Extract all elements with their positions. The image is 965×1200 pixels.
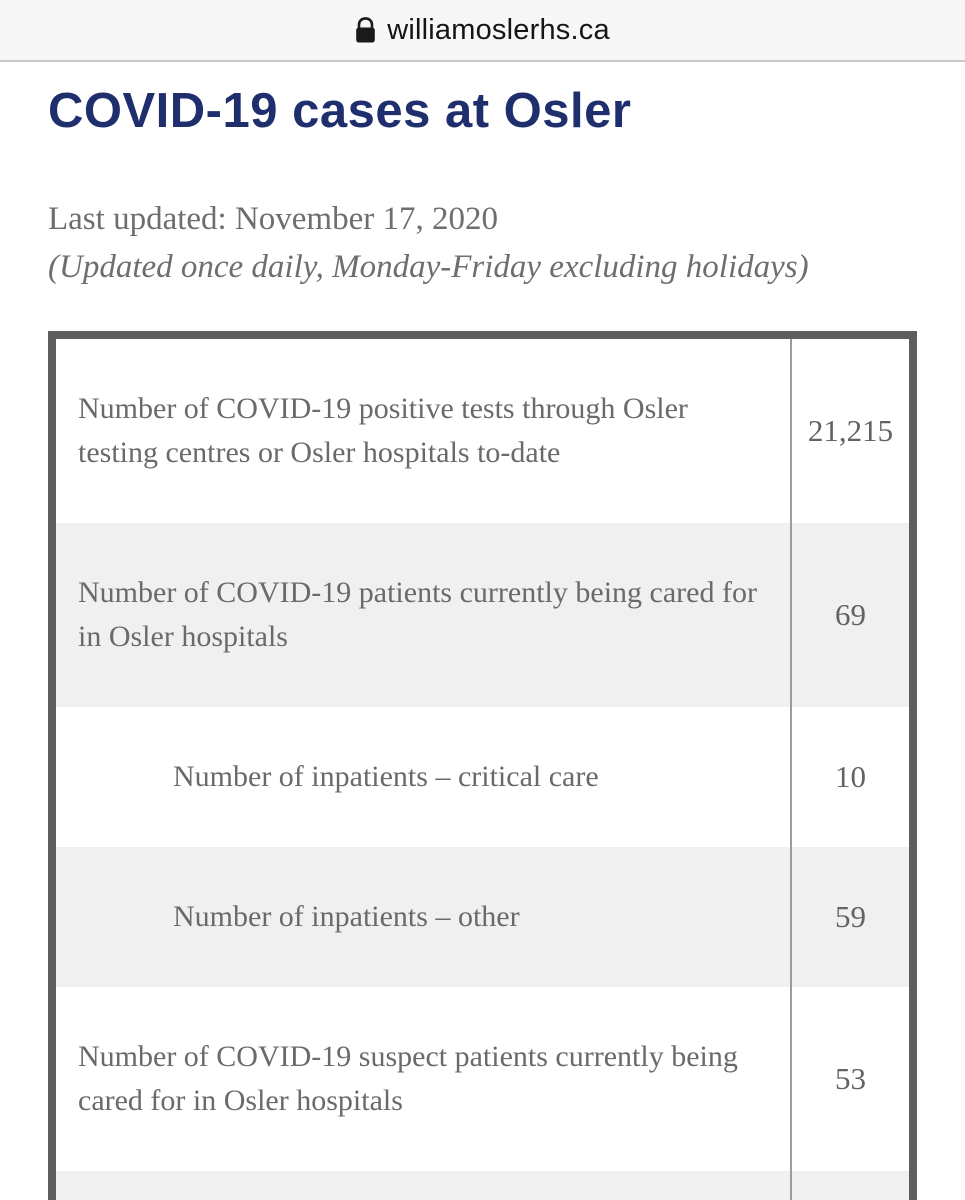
row-value (790, 1171, 913, 1200)
row-label: Number of inpatients – critical care (52, 707, 791, 847)
row-value: 53 (790, 987, 913, 1171)
row-label: Number of COVID-19 positive tests throug… (52, 335, 791, 523)
covid-cases-table: Number of COVID-19 positive tests throug… (48, 331, 917, 1200)
row-value: 59 (790, 847, 913, 987)
table-row (52, 1171, 913, 1200)
row-label: Number of COVID-19 suspect patients curr… (52, 987, 791, 1171)
row-label: Number of COVID-19 patients currently be… (52, 523, 791, 707)
lock-icon (355, 16, 376, 44)
table-row: Number of COVID-19 patients currently be… (52, 523, 913, 707)
url-text: williamoslerhs.ca (387, 13, 610, 46)
table-row: Number of inpatients – critical care 10 (52, 707, 913, 847)
browser-url-bar[interactable]: williamoslerhs.ca (0, 0, 965, 62)
page-content: COVID-19 cases at Osler Last updated: No… (0, 83, 965, 1200)
row-label: Number of inpatients – other (52, 847, 791, 987)
row-value: 21,215 (790, 335, 913, 523)
table-row: Number of COVID-19 positive tests throug… (52, 335, 913, 523)
last-updated-text: Last updated: November 17, 2020 (48, 201, 498, 237)
page-title: COVID-19 cases at Osler (48, 84, 632, 138)
row-value: 69 (790, 523, 913, 707)
row-label (52, 1171, 791, 1200)
table-row: Number of inpatients – other 59 (52, 847, 913, 987)
update-frequency-note: (Updated once daily, Monday-Friday exclu… (48, 249, 809, 285)
table-row: Number of COVID-19 suspect patients curr… (52, 987, 913, 1171)
updated-block: Last updated: November 17, 2020 (Updated… (48, 195, 917, 291)
row-value: 10 (790, 707, 913, 847)
